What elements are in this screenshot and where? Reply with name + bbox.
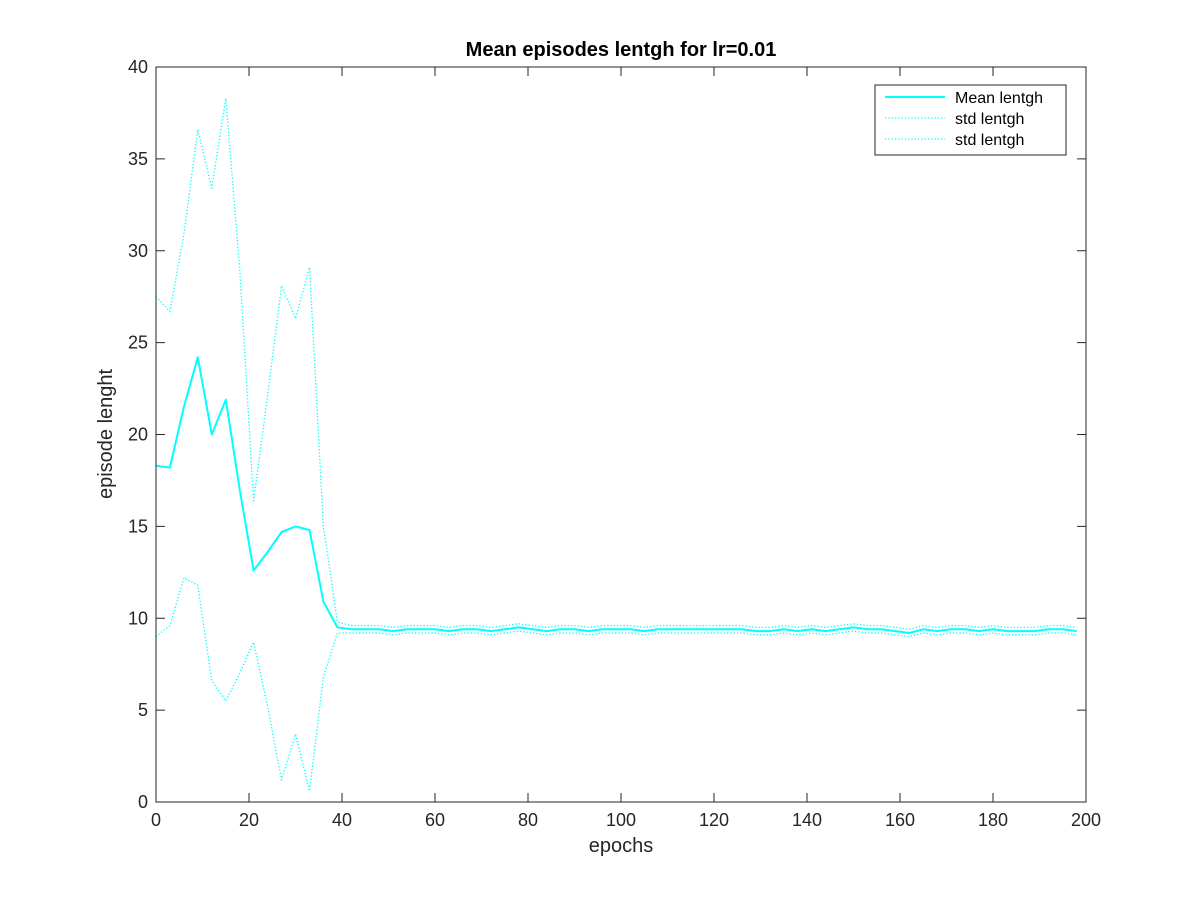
x-tick-label: 180 <box>978 810 1008 830</box>
x-axis-label: epochs <box>589 835 654 857</box>
x-tick-label: 0 <box>151 810 161 830</box>
x-tick-label: 160 <box>885 810 915 830</box>
y-tick-label: 20 <box>128 425 148 445</box>
y-tick-label: 0 <box>138 792 148 812</box>
x-tick-label: 40 <box>332 810 352 830</box>
x-tick-label: 20 <box>239 810 259 830</box>
x-tick-label: 80 <box>518 810 538 830</box>
legend-label: std lentgh <box>955 132 1024 149</box>
y-tick-label: 15 <box>128 516 148 536</box>
series-group <box>155 97 1077 792</box>
legend-label: Mean lentgh <box>955 90 1043 107</box>
x-tick-label: 120 <box>699 810 729 830</box>
x-tick-label: 60 <box>425 810 445 830</box>
y-tick-label: 35 <box>128 149 148 169</box>
y-axis-label: episode lenght <box>95 369 117 500</box>
y-tick-label: 10 <box>128 608 148 628</box>
y-tick-label: 25 <box>128 333 148 353</box>
legend: Mean lentgh std lentgh std lentgh <box>874 84 1067 156</box>
std-upper-line <box>155 97 1077 630</box>
plot-area <box>156 67 1086 802</box>
x-tick-label: 200 <box>1071 810 1101 830</box>
y-tick-label: 40 <box>128 57 148 77</box>
legend-label: std lentgh <box>955 111 1024 128</box>
y-tick-label: 5 <box>138 700 148 720</box>
x-tick-label: 100 <box>606 810 636 830</box>
ticks-group: 0 20 40 60 80 100 120 140 160 180 200 0 5 10 15 20 25 30 3… <box>128 57 1101 830</box>
x-tick-label: 140 <box>792 810 822 830</box>
mean-line <box>155 356 1077 634</box>
chart-title: Mean episodes lentgh for lr=0.01 <box>466 39 777 61</box>
y-tick-label: 30 <box>128 241 148 261</box>
